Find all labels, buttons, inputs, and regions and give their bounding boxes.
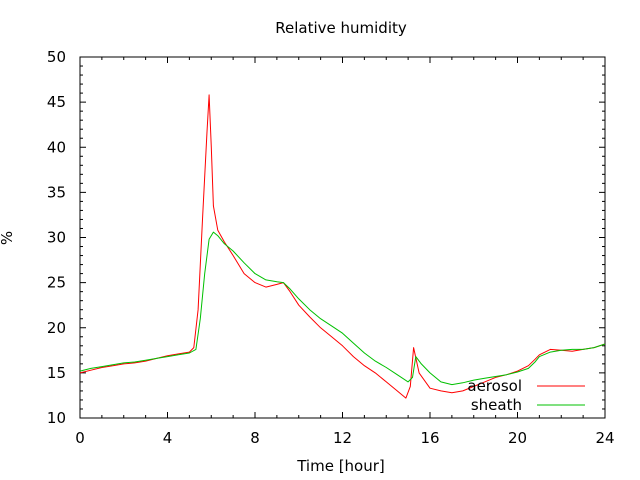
plot-frame — [79, 56, 606, 419]
y-tick-label: 45 — [47, 93, 66, 111]
y-tick-label: 30 — [47, 229, 66, 247]
y-tick-label: 25 — [47, 274, 66, 292]
y-axis-ticks: 10 15 20 25 30 35 40 45 50 — [47, 48, 605, 427]
x-tick-label: 20 — [508, 429, 527, 447]
y-tick-label: 40 — [47, 138, 66, 156]
y-tick-label: 50 — [47, 48, 66, 66]
chart-title: Relative humidity — [275, 19, 407, 37]
y-tick-label: 20 — [47, 319, 66, 337]
x-axis-ticks: 0 4 8 12 16 20 24 — [75, 57, 615, 447]
y-tick-label: 35 — [47, 183, 66, 201]
chart-axes — [79, 56, 606, 419]
y-tick-label: 15 — [47, 364, 66, 382]
x-tick-label: 16 — [420, 429, 439, 447]
y-axis-label: % — [0, 231, 16, 245]
x-tick-label: 12 — [333, 429, 352, 447]
x-axis-label: Time [hour] — [296, 457, 385, 475]
x-tick-label: 4 — [163, 429, 173, 447]
legend-label-aerosol: aerosol — [467, 377, 522, 395]
y-tick-label: 10 — [47, 409, 66, 427]
x-tick-label: 8 — [250, 429, 260, 447]
x-tick-label: 0 — [75, 429, 85, 447]
series-line-aerosol — [79, 94, 606, 399]
x-tick-label: 24 — [595, 429, 614, 447]
series-line-sheath — [79, 231, 606, 386]
chart-series — [79, 94, 606, 399]
legend-label-sheath: sheath — [471, 396, 522, 414]
